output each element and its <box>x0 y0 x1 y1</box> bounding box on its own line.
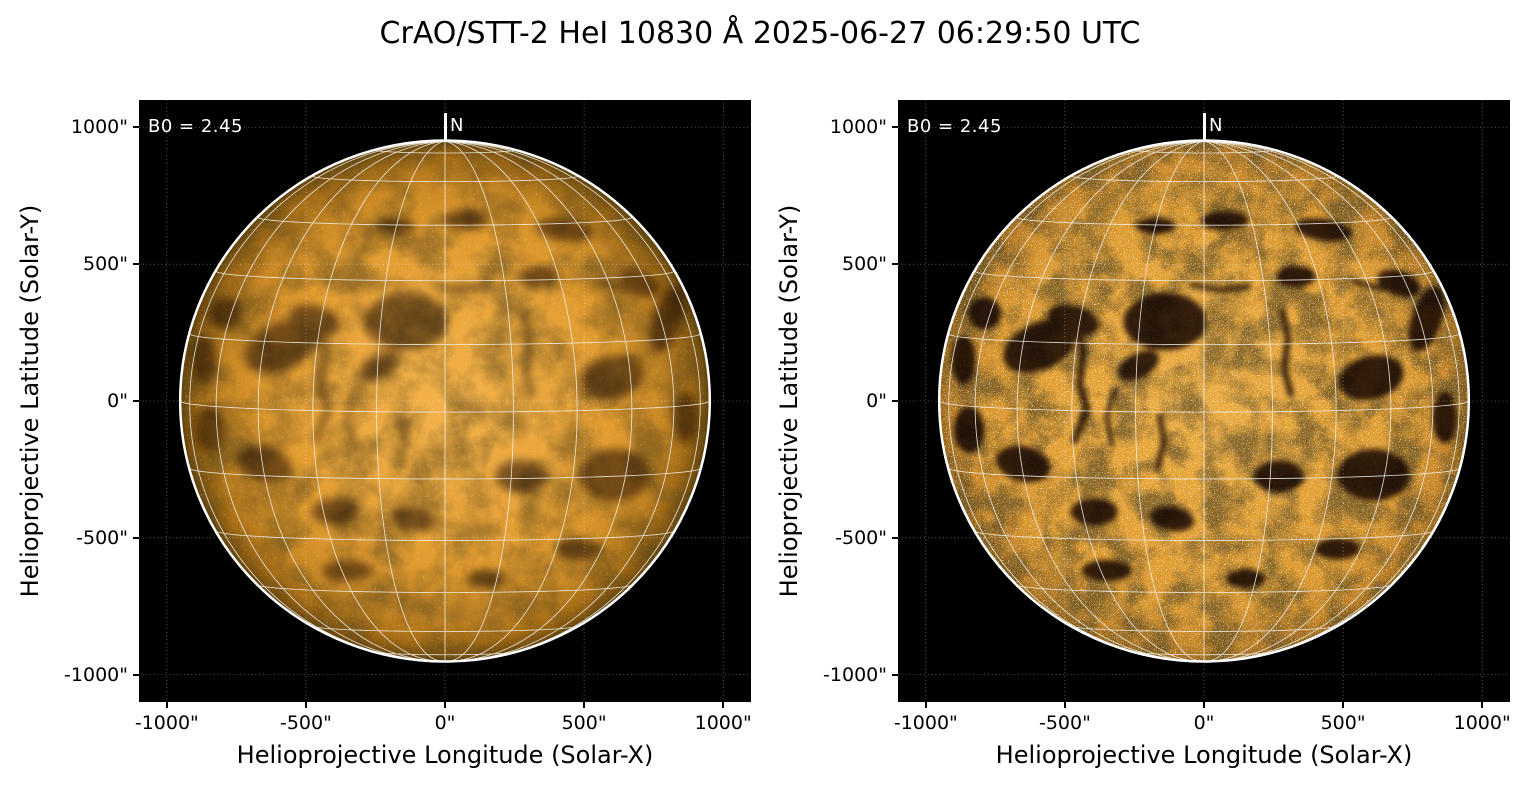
x-tick-mark <box>1342 702 1345 708</box>
y-tick-label: -1000" <box>823 663 887 686</box>
x-axis-label: Helioprojective Longitude (Solar-X) <box>995 741 1413 769</box>
x-tick-mark <box>1063 702 1066 708</box>
y-tick-mark <box>133 673 139 676</box>
x-tick-mark <box>583 702 586 708</box>
solar-disk-image-enhanced <box>898 100 1510 702</box>
north-label: N <box>450 115 464 136</box>
heliographic-grid <box>180 140 710 662</box>
x-tick-mark <box>304 702 307 708</box>
y-axis-label: Helioprojective Latitude (Solar-Y) <box>16 204 44 598</box>
solar-disk-plot-enhanced <box>898 100 1510 702</box>
y-tick-label: 1000" <box>70 116 128 139</box>
dark-features <box>191 210 699 589</box>
dark-features <box>950 210 1458 589</box>
x-tick-mark <box>1203 702 1205 708</box>
north-tick <box>1203 113 1206 140</box>
axes-gridlines <box>139 100 751 702</box>
figure-title: CrAO/STT-2 HeI 10830 Å 2025-06-27 06:29:… <box>379 16 1141 51</box>
y-tick-mark <box>133 536 139 539</box>
x-tick-label: -1000" <box>893 712 958 734</box>
y-tick-mark <box>892 536 898 539</box>
solar-disk-image-standard <box>139 100 751 702</box>
x-tick-label: -500" <box>279 712 332 734</box>
panel-enhanced: B0 = 2.45 N Helioprojective Longitude (S… <box>775 100 1511 769</box>
y-tick-label: -1000" <box>64 663 128 686</box>
y-tick-label: 0" <box>866 390 887 412</box>
north-tick <box>444 113 447 140</box>
x-tick-label: -1000" <box>134 712 199 734</box>
y-tick-label: -500" <box>835 526 887 549</box>
x-axis-label: Helioprojective Longitude (Solar-X) <box>236 741 654 769</box>
x-tick-label: 1000" <box>694 712 752 734</box>
y-tick-mark <box>892 263 898 266</box>
y-tick-label: -500" <box>76 526 128 549</box>
x-tick-label: 1000" <box>1453 712 1511 734</box>
y-tick-mark <box>892 673 898 676</box>
x-tick-mark <box>924 702 927 708</box>
x-tick-label: 500" <box>1320 712 1366 734</box>
x-tick-label: -500" <box>1038 712 1091 734</box>
y-tick-mark <box>133 126 139 129</box>
y-tick-label: 1000" <box>829 116 887 139</box>
x-tick-mark <box>722 702 725 708</box>
y-axis-label: Helioprojective Latitude (Solar-Y) <box>775 204 803 598</box>
y-tick-mark <box>892 126 898 129</box>
y-tick-label: 500" <box>841 253 887 276</box>
x-tick-mark <box>444 702 446 708</box>
y-tick-label: 0" <box>107 390 128 412</box>
panel-standard: B0 = 2.45 N Helioprojective Longitude (S… <box>16 100 752 769</box>
x-tick-mark <box>165 702 168 708</box>
x-tick-label: 0" <box>434 712 456 734</box>
x-tick-label: 500" <box>561 712 607 734</box>
axes-gridlines <box>898 100 1510 702</box>
y-tick-mark <box>133 400 139 402</box>
y-tick-mark <box>892 400 898 402</box>
y-tick-label: 500" <box>82 253 128 276</box>
north-label: N <box>1209 115 1223 136</box>
solar-disk-plot-standard <box>139 100 751 702</box>
b0-annotation: B0 = 2.45 <box>148 116 243 137</box>
b0-annotation: B0 = 2.45 <box>907 116 1002 137</box>
x-tick-mark <box>1481 702 1484 708</box>
y-tick-mark <box>133 263 139 266</box>
x-tick-label: 0" <box>1193 712 1215 734</box>
